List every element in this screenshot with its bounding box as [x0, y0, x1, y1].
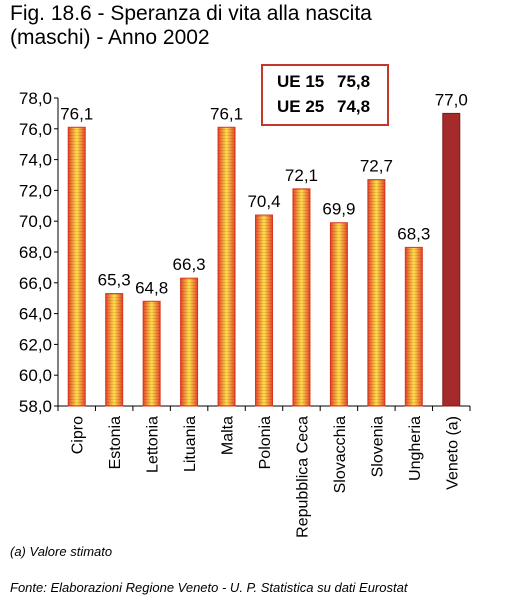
bar-texture	[218, 127, 236, 406]
chart-title-line2: (maschi) - Anno 2002	[10, 26, 210, 49]
y-tick-label: 76,0	[19, 120, 52, 139]
bar-value-label: 77,0	[435, 90, 468, 109]
x-category-label: Cipro	[70, 416, 87, 454]
ue25-value: 74,8	[337, 97, 371, 116]
x-category-label: Slovenia	[369, 416, 386, 477]
bar-texture	[292, 188, 310, 406]
y-tick-label: 68,0	[19, 243, 52, 262]
y-tick-label: 74,0	[19, 151, 52, 170]
ue15-label: UE 15	[277, 72, 325, 91]
bar-value-label: 76,1	[210, 104, 243, 123]
x-category-label: Lituania	[182, 416, 199, 472]
x-category-label: Malta	[220, 416, 237, 455]
ue-average-box: UE 15 75,8 UE 25 74,8	[261, 64, 389, 126]
ue15-value: 75,8	[337, 72, 371, 91]
chart-title-line1: Fig. 18.6 - Speranza di vita alla nascit…	[10, 2, 372, 25]
y-tick-label: 64,0	[19, 305, 52, 324]
bar-value-label: 72,1	[285, 166, 318, 185]
x-category-label: Veneto (a)	[444, 416, 461, 490]
footnote: (a) Valore stimato	[10, 544, 113, 559]
x-category-label: Polonia	[257, 416, 274, 469]
x-category-label: Lettonia	[145, 416, 162, 473]
bar-value-label: 72,7	[360, 157, 393, 176]
bar-texture	[255, 215, 273, 406]
bar-value-label: 69,9	[322, 200, 355, 219]
x-category-label: Ungheria	[407, 416, 424, 481]
bar-chart: 58,0 60,0 62,0 64,0 66,0 68,0 70,0 72,0 74,0 76,0…	[19, 89, 471, 538]
x-category-label: Estonia	[107, 416, 124, 469]
bar-value-label: 76,1	[60, 104, 93, 123]
bar-value-label: 70,4	[247, 192, 280, 211]
y-tick-label: 66,0	[19, 274, 52, 293]
bar-value-label: 66,3	[173, 255, 206, 274]
bar-value-label: 64,8	[135, 278, 168, 297]
y-tick-label: 70,0	[19, 212, 52, 231]
bar	[442, 112, 461, 407]
bar-texture	[68, 127, 86, 406]
bar-value-label: 65,3	[98, 271, 131, 290]
bar-texture	[105, 293, 123, 406]
x-category-label: Slovacchia	[332, 416, 349, 493]
bar-value-label: 68,3	[397, 224, 430, 243]
x-category-label: Repubblica Ceca	[294, 416, 311, 538]
y-tick-label: 78,0	[19, 89, 52, 108]
y-tick-label: 62,0	[19, 335, 52, 354]
chart-title: Fig. 18.6 - Speranza di vita alla nascit…	[10, 2, 372, 50]
ue25-label: UE 25	[277, 97, 325, 116]
bar-texture	[180, 278, 198, 406]
y-tick-label: 72,0	[19, 181, 52, 200]
source-note: Fonte: Elaborazioni Regione Veneto - U. …	[10, 580, 408, 595]
y-tick-label: 60,0	[19, 366, 52, 385]
y-tick-label: 58,0	[19, 397, 52, 416]
bar-texture	[405, 247, 423, 406]
bar-texture	[367, 179, 385, 406]
bar-texture	[330, 222, 348, 406]
bar-texture	[143, 301, 161, 406]
